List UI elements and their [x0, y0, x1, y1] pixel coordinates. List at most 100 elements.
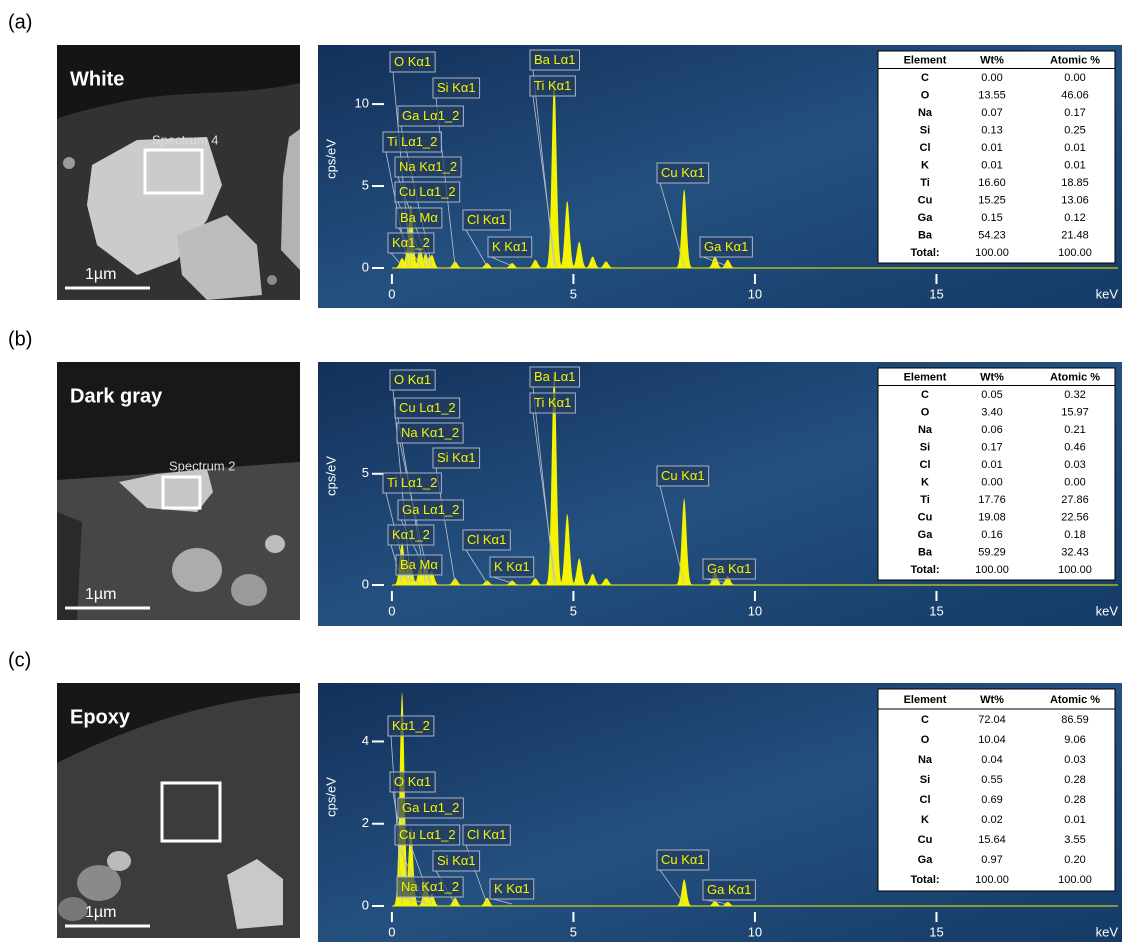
table-cell: Si	[920, 442, 930, 454]
y-tick-label: 5	[362, 465, 369, 480]
table-cell: 0.03	[1064, 459, 1085, 471]
table-cell: 21.48	[1061, 230, 1089, 242]
panel-label: (c)	[8, 649, 31, 671]
x-tick-label: 15	[929, 924, 943, 939]
x-tick-label: 10	[748, 603, 762, 618]
table-cell: 59.29	[978, 547, 1006, 559]
table-cell: 86.59	[1061, 714, 1089, 726]
table-cell: 100.00	[975, 564, 1009, 576]
annotation: Cu Lα1_2	[399, 400, 456, 415]
table-cell: 0.18	[1064, 529, 1085, 541]
table-header: Wt%	[980, 372, 1004, 384]
table-cell: 0.17	[1064, 107, 1085, 119]
y-tick-label: 2	[362, 815, 369, 830]
image-title: Epoxy	[70, 706, 131, 728]
table-cell: Total:	[910, 874, 939, 886]
table-cell: 0.06	[981, 424, 1002, 436]
table-cell: 0.13	[981, 125, 1002, 137]
x-axis-label: keV	[1096, 603, 1119, 618]
annotation: Ga Kα1	[704, 239, 748, 254]
table-cell: 15.97	[1061, 407, 1089, 419]
figure: (a)Spectrum 4White1µm0510051015keVcps/eV…	[0, 0, 1127, 942]
annotation: Ga Kα1	[707, 561, 751, 576]
annotation: Cu Kα1	[661, 165, 705, 180]
table-cell: K	[921, 814, 929, 826]
y-tick-label: 0	[362, 897, 369, 912]
annotation: Si Kα1	[437, 80, 476, 95]
table-cell: Cu	[918, 834, 933, 846]
x-tick-label: 0	[388, 603, 395, 618]
table-cell: 0.01	[981, 160, 1002, 172]
table-cell: Na	[918, 754, 933, 766]
particle	[267, 275, 277, 285]
annotation: O Kα1	[394, 774, 431, 789]
y-tick-label: 0	[362, 576, 369, 591]
table-cell: Cl	[920, 142, 931, 154]
table-cell: Si	[920, 125, 930, 137]
sem-image: Epoxy 1µm	[57, 683, 300, 938]
annotation: Ba Mα	[400, 210, 438, 225]
table-cell: Si	[920, 774, 930, 786]
y-axis-label: cps/eV	[323, 456, 338, 496]
table-cell: 19.08	[978, 512, 1006, 524]
annotation: Cl Kα1	[467, 827, 506, 842]
table-cell: Total:	[910, 247, 939, 259]
table-cell: Total:	[910, 564, 939, 576]
annotation: Na Kα1_2	[399, 159, 457, 174]
scale-label: 1µm	[85, 904, 116, 921]
table-header: Wt%	[980, 694, 1004, 706]
y-tick-label: 10	[355, 96, 369, 111]
table-cell: K	[921, 477, 929, 489]
table-cell: 0.21	[1064, 424, 1085, 436]
table-cell: 15.64	[978, 834, 1006, 846]
table-cell: 0.15	[981, 212, 1002, 224]
table-cell: 0.03	[1064, 754, 1085, 766]
annotation: Ba Lα1	[534, 52, 576, 67]
table-cell: K	[921, 160, 929, 172]
y-tick-label: 4	[362, 733, 369, 748]
image-title: Dark gray	[70, 385, 163, 407]
annotation: Kα1_2	[392, 235, 430, 250]
table-cell: Na	[918, 107, 933, 119]
y-tick-label: 5	[362, 177, 369, 192]
x-tick-label: 0	[388, 924, 395, 939]
y-tick-label: 0	[362, 259, 369, 274]
table-cell: 0.17	[981, 442, 1002, 454]
table-cell: O	[921, 734, 930, 746]
annotation: Na Kα1_2	[401, 879, 459, 894]
table-cell: 46.06	[1061, 90, 1089, 102]
table-cell: C	[921, 389, 929, 401]
table-cell: 13.06	[1061, 195, 1089, 207]
table-cell: 0.97	[981, 854, 1002, 866]
table-header: Atomic %	[1050, 372, 1100, 384]
particle	[77, 865, 121, 901]
table-cell: 32.43	[1061, 547, 1089, 559]
table-cell: 0.28	[1064, 794, 1085, 806]
table-cell: C	[921, 72, 929, 84]
particle	[58, 897, 88, 921]
table-cell: 0.01	[1064, 814, 1085, 826]
sem-image: Spectrum 4White1µm	[57, 45, 300, 300]
x-tick-label: 0	[388, 286, 395, 301]
y-axis-label: cps/eV	[323, 139, 338, 179]
annotation: Si Kα1	[437, 853, 476, 868]
annotation: Cu Lα1_2	[399, 184, 456, 199]
particle	[107, 851, 131, 871]
table-cell: Ba	[918, 547, 933, 559]
table-cell: Ga	[918, 854, 934, 866]
table-cell: 0.01	[1064, 160, 1085, 172]
annotation: Cl Kα1	[467, 532, 506, 547]
table-cell: 0.00	[981, 477, 1002, 489]
table-cell: C	[921, 714, 929, 726]
table-cell: 10.04	[978, 734, 1006, 746]
table-cell: 17.76	[978, 494, 1006, 506]
annotation: Kα1_2	[392, 718, 430, 733]
table-header: Wt%	[980, 55, 1004, 67]
table-cell: Cl	[920, 459, 931, 471]
particle	[265, 535, 285, 553]
annotation: Ba Mα	[400, 557, 438, 572]
table-cell: 100.00	[975, 247, 1009, 259]
table-cell: Na	[918, 424, 933, 436]
table-cell: 0.01	[1064, 142, 1085, 154]
